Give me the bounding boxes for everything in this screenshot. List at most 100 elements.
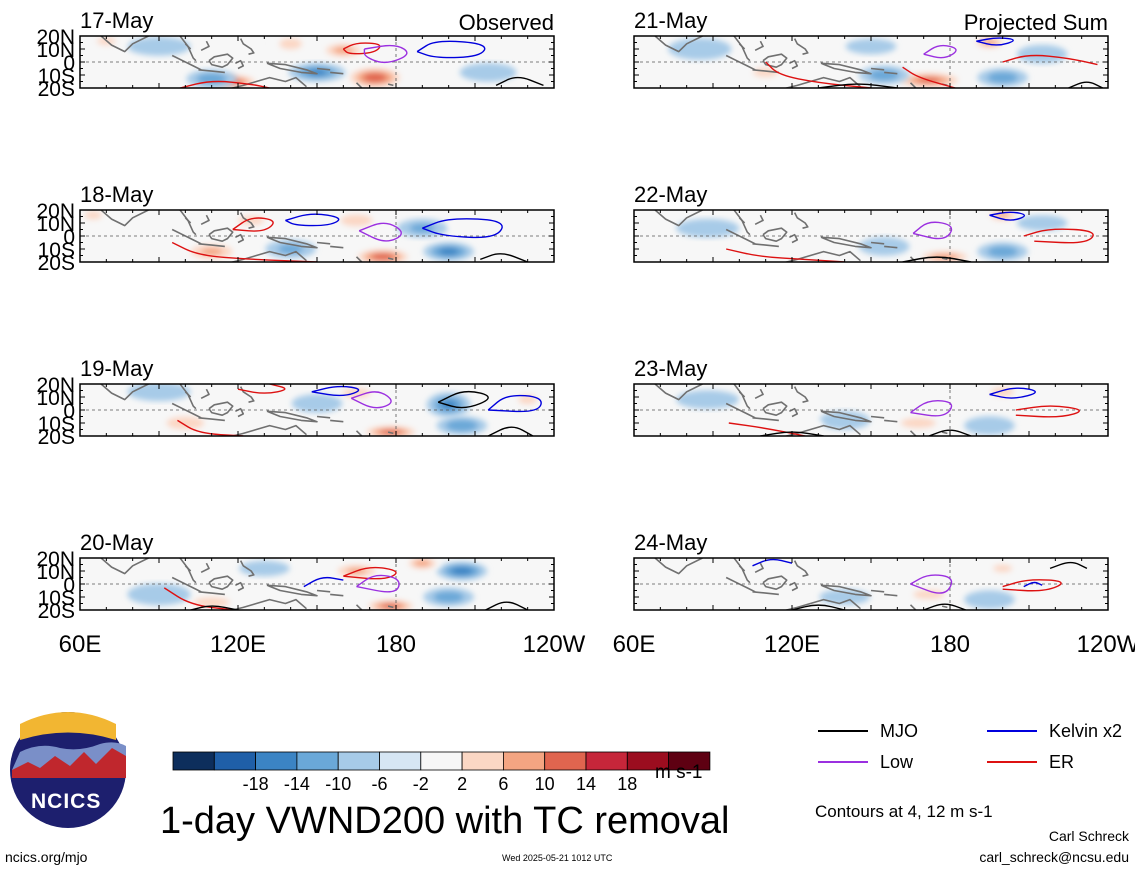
coastline (266, 236, 318, 249)
colorbar-tick: 10 (535, 774, 555, 794)
coastline (870, 67, 885, 71)
coastline (316, 415, 331, 419)
panel-19-may: 19-May (79, 356, 555, 437)
coastline (725, 54, 756, 71)
low-contour (358, 222, 402, 242)
legend-label: Low (880, 752, 914, 772)
contour-note: Contours at 4, 12 m s-1 (815, 802, 993, 821)
anomaly-blob (291, 394, 343, 413)
anomaly-blob (225, 420, 277, 436)
contours (177, 384, 542, 436)
panel-date: 19-May (80, 356, 153, 381)
anomaly-blob (1016, 44, 1068, 64)
coastline (941, 605, 948, 609)
anomaly-field (80, 210, 501, 262)
kelvin-contour (989, 211, 1026, 221)
low-contour (923, 44, 957, 59)
coastline (198, 417, 225, 422)
panel-17-may: 17-May Observed (79, 8, 555, 89)
contours (752, 558, 1088, 610)
coastline (783, 76, 861, 88)
low-contour (912, 221, 953, 240)
colorbar-swatch (337, 751, 380, 771)
coastline (229, 424, 307, 436)
coastline (198, 591, 225, 596)
anomaly-field (87, 36, 517, 88)
panel-group-label: Observed (459, 10, 554, 35)
contours (171, 213, 528, 262)
anomaly-blob (977, 242, 1028, 261)
coastline (355, 430, 363, 436)
anomaly-blob (423, 587, 474, 607)
anomaly-blob (423, 242, 474, 261)
lon-label: 60E (613, 631, 656, 658)
coastline (266, 584, 318, 597)
panel-date: 17-May (80, 8, 153, 33)
coastline (200, 214, 210, 226)
author-name: Carl Schreck (1048, 828, 1129, 844)
panel-date: 20-May (80, 530, 153, 555)
map-panels: 17-May Observed 18-May 19-May 20-May 21-May Pr… (79, 8, 1109, 611)
coastline (793, 38, 809, 55)
lon-label: 180 (930, 631, 970, 658)
lat-label: 0 (63, 52, 75, 75)
coastline (171, 402, 202, 419)
lat-label: 0 (63, 226, 75, 249)
lat-label: 10N (36, 387, 75, 410)
coastline (820, 236, 872, 249)
coastline (820, 410, 872, 423)
contours (163, 566, 528, 610)
site-link[interactable]: ncics.org/mjo (5, 849, 88, 865)
kelvin-contour (422, 218, 503, 239)
anomaly-blob (983, 560, 1022, 577)
anomaly-blob (403, 558, 442, 571)
colorbar-swatch (668, 751, 711, 771)
coastline (100, 36, 149, 53)
colorbar-tick: -14 (284, 774, 310, 794)
timestamp: Wed 2025-05-21 1012 UTC (502, 853, 613, 863)
anomaly-field (739, 560, 1022, 609)
anomaly-blob (459, 63, 517, 82)
lat-label: 0 (63, 400, 75, 423)
colorbar-tick: -6 (371, 774, 387, 794)
coastline (171, 576, 202, 593)
lat-label: 10S (38, 239, 75, 262)
lat-label: 20S (38, 78, 75, 101)
ncics-logo (10, 712, 126, 828)
er-contour (342, 42, 381, 55)
er-contour (1015, 405, 1080, 418)
figure-title: 1-day VWND200 with TC removal (160, 800, 730, 842)
coastline (330, 419, 344, 423)
coastline (239, 212, 255, 229)
coastlines (100, 36, 394, 88)
anomaly-blob (180, 240, 244, 262)
anomaly-blob (964, 416, 1015, 435)
er-contour (177, 419, 244, 436)
coastline (208, 401, 234, 417)
colorbar-swatch (255, 751, 298, 771)
er-contour (232, 217, 274, 232)
lon-label: 120E (210, 631, 266, 658)
anomaly-blob (739, 591, 803, 608)
author-email[interactable]: carl_schreck@ncsu.edu (979, 849, 1129, 865)
coastlines (654, 36, 948, 88)
coastline (229, 598, 307, 610)
coastline (793, 386, 809, 403)
anomaly-blob (858, 65, 910, 85)
coastline (229, 76, 307, 88)
lat-label: 10S (38, 413, 75, 436)
coastline (738, 43, 746, 50)
mjo-contour (1049, 561, 1088, 570)
low-contour (363, 44, 408, 64)
anomaly-blob (977, 68, 1028, 87)
coastline (783, 598, 861, 610)
coastline (100, 384, 149, 401)
anomaly-blob (362, 598, 420, 610)
anomaly-blob (676, 390, 740, 409)
kelvin-contour (752, 558, 793, 567)
coastline (171, 228, 202, 245)
colorbar-swatch (585, 751, 628, 771)
coastline (909, 430, 917, 436)
coastlines (654, 558, 948, 610)
